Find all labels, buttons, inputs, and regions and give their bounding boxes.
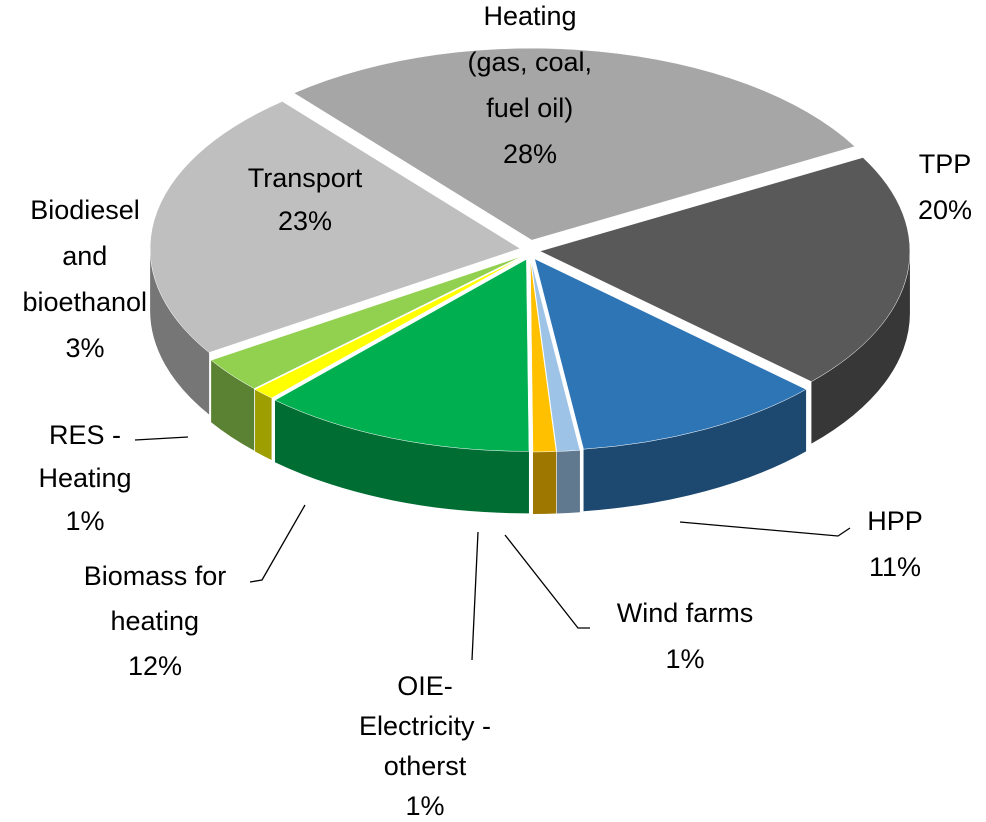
slice <box>534 258 807 450</box>
slice-side <box>556 450 580 514</box>
slice <box>293 47 856 241</box>
slice-side <box>211 360 255 451</box>
pie-tops <box>149 47 911 453</box>
slice <box>254 256 524 399</box>
leader-line <box>471 531 479 661</box>
slice-label: HPP <box>867 506 923 536</box>
slice-label: OIE-Electricity -otherst <box>359 671 491 781</box>
slice-label: Biomass for heating <box>84 561 227 636</box>
slice-side <box>274 400 529 514</box>
pie-sides <box>150 248 910 514</box>
value-label: 12% <box>128 651 182 681</box>
slice-label: Wind farms <box>617 598 754 628</box>
leader-line <box>679 521 851 537</box>
slice-side <box>583 389 807 512</box>
value-label: 3% <box>65 333 104 363</box>
slice-side <box>532 451 557 514</box>
value-label: 1% <box>405 791 444 821</box>
slice-side <box>150 248 210 415</box>
value-label: 1% <box>65 506 104 536</box>
slice <box>210 255 523 389</box>
slice-side <box>255 389 272 460</box>
value-label: 1% <box>665 644 704 674</box>
value-label: 23% <box>278 206 332 236</box>
slice-label: TPP <box>919 149 972 179</box>
slice <box>530 259 581 452</box>
slice <box>149 101 521 353</box>
slice <box>530 259 557 453</box>
slice-label: Heating (gas, coal, fuel oil) <box>460 1 592 123</box>
leader-line <box>504 534 590 629</box>
slice <box>274 258 530 452</box>
leader-line <box>249 504 306 583</box>
slice-side <box>811 251 910 444</box>
value-label: 11% <box>869 552 921 582</box>
slice <box>539 157 911 382</box>
value-label: 28% <box>503 139 557 169</box>
slice-label: RES -Heating <box>38 420 131 493</box>
value-label: 20% <box>918 195 972 225</box>
leader-line <box>134 436 189 441</box>
slice-label: Biodiesel and bioethanol <box>15 195 147 317</box>
slice-label: Transport <box>248 163 363 193</box>
